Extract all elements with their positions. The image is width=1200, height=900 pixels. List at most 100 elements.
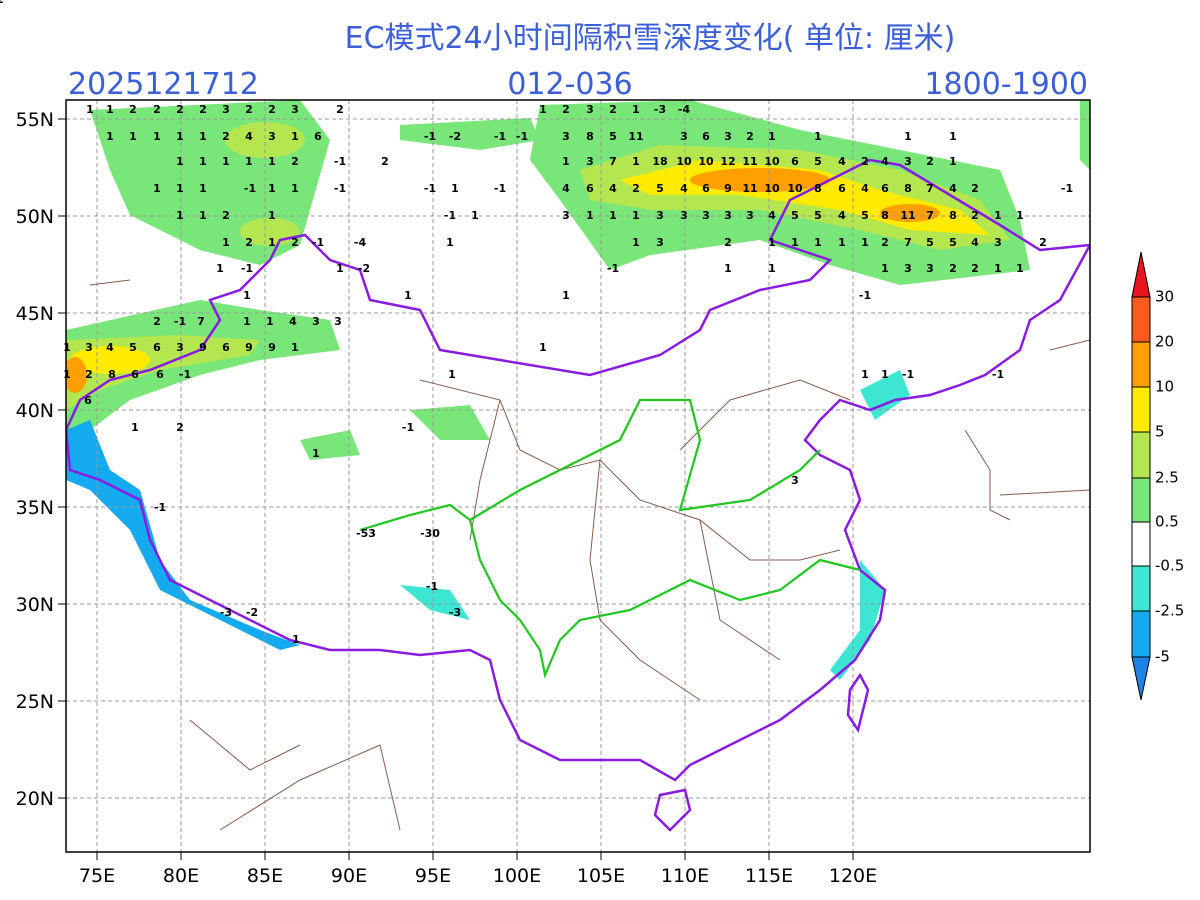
colorbar-box xyxy=(1131,296,1151,343)
snow-value: 1 xyxy=(176,130,184,143)
snow-value: 1 xyxy=(199,155,207,168)
snow-value: 1 xyxy=(129,130,137,143)
snow-value: 3 xyxy=(994,236,1002,249)
lat-label: 55N xyxy=(16,109,54,131)
snow-value: 1 xyxy=(838,236,846,249)
snow-value: 1 xyxy=(814,236,822,249)
snow-value: 1 xyxy=(949,130,957,143)
snow-value: -1 xyxy=(607,262,619,275)
snow-value: 6 xyxy=(153,341,161,354)
snow-value: -30 xyxy=(420,527,440,540)
snow-value: 3 xyxy=(312,315,320,328)
snow-value: 8 xyxy=(904,182,912,195)
snow-value: 3 xyxy=(724,130,732,143)
snow-value: 1 xyxy=(199,182,207,195)
snow-value: 1 xyxy=(949,155,957,168)
snow-value: 1 xyxy=(632,236,640,249)
snow-value: 2 xyxy=(381,155,389,168)
snow-value: -1 xyxy=(244,182,256,195)
snow-value: -3 xyxy=(449,606,461,619)
snow-value: 2 xyxy=(153,315,161,328)
snow-value: -3 xyxy=(220,606,232,619)
snow-value: 1 xyxy=(291,182,299,195)
snow-value: 1 xyxy=(312,447,320,460)
snow-value: 4 xyxy=(881,155,889,168)
snow-value: 1 xyxy=(106,130,114,143)
colorbar-arrow-top xyxy=(1131,251,1151,298)
snow-value: 5 xyxy=(926,236,934,249)
date: 2025121712 xyxy=(68,67,259,102)
snow-value: 2 xyxy=(222,130,230,143)
snow-value: 7 xyxy=(609,155,617,168)
snow-value: 10 xyxy=(676,155,692,168)
snow-value: 1 xyxy=(266,315,274,328)
snow-value: 3 xyxy=(791,474,799,487)
snow-value: 1 xyxy=(451,182,459,195)
colorbar-label: 20 xyxy=(1155,333,1174,351)
snow-value: 3 xyxy=(680,130,688,143)
time: 1800-1900 xyxy=(924,67,1088,102)
colorbar-box xyxy=(1131,431,1151,479)
snow-value: 4 xyxy=(861,182,869,195)
snow-value: 3 xyxy=(702,209,710,222)
snow-value: 5 xyxy=(656,182,664,195)
snow-value: 2 xyxy=(245,103,253,116)
snow-value: 1 xyxy=(153,182,161,195)
snow-value: 2 xyxy=(632,182,640,195)
lon-label: 80E xyxy=(163,865,199,887)
snow-value: 1 xyxy=(176,182,184,195)
snow-value: 3 xyxy=(586,155,594,168)
snow-value: 8 xyxy=(586,130,594,143)
colorbar-label: 0.5 xyxy=(1155,513,1179,531)
snow-value: 1 xyxy=(245,155,253,168)
snow-value: 1 xyxy=(446,236,454,249)
snow-value: 3 xyxy=(222,103,230,116)
snow-value: 2 xyxy=(926,155,934,168)
snow-value: 1 xyxy=(222,236,230,249)
snow-value: 3 xyxy=(680,209,688,222)
snow-value: 1 xyxy=(404,289,412,302)
lon-label: 90E xyxy=(331,865,367,887)
snow-value: 6 xyxy=(314,130,322,143)
snow-value: 9 xyxy=(724,182,732,195)
snow-value: 1 xyxy=(814,130,822,143)
snow-value: 9 xyxy=(245,341,253,354)
snow-value: 8 xyxy=(108,368,116,381)
snow-value: 2 xyxy=(1039,236,1047,249)
snow-field xyxy=(66,100,1090,680)
snow-value: -2 xyxy=(246,606,258,619)
snow-value: 6 xyxy=(84,394,92,407)
snow-value: 6 xyxy=(222,341,230,354)
snow-value: -1 xyxy=(179,368,191,381)
snow-value: 6 xyxy=(838,182,846,195)
snow-value: 3 xyxy=(562,209,570,222)
snow-value: -2 xyxy=(449,130,461,143)
snow-value: 1 xyxy=(63,341,71,354)
snow-value: 10 xyxy=(764,182,780,195)
snow-value: -1 xyxy=(402,421,414,434)
snow-value: 2 xyxy=(562,103,570,116)
snow-value: 2 xyxy=(268,103,276,116)
lat-label: 25N xyxy=(16,691,54,713)
snow-value: 1 xyxy=(861,368,869,381)
snow-value: -2 xyxy=(358,262,370,275)
snow-value: 1 xyxy=(291,130,299,143)
snow-value: -1 xyxy=(516,130,528,143)
snow-value: 7 xyxy=(926,182,934,195)
lat-label: 45N xyxy=(16,303,54,325)
snow-value: 4 xyxy=(562,182,570,195)
snow-value: 1 xyxy=(216,262,224,275)
lon-label: 75E xyxy=(79,865,115,887)
snow-value: 4 xyxy=(289,315,297,328)
colorbar-box xyxy=(1131,477,1151,523)
snow-value: -1 xyxy=(859,289,871,302)
snow-value: 2 xyxy=(724,236,732,249)
colorbar-arrow-bottom xyxy=(1131,656,1151,701)
snow-value: 4 xyxy=(838,209,846,222)
snow-value: 6 xyxy=(131,368,139,381)
snow-value: 4 xyxy=(680,182,688,195)
snow-value: -1 xyxy=(444,209,456,222)
snow-value: -1 xyxy=(154,501,166,514)
snow-value: 3 xyxy=(656,236,664,249)
